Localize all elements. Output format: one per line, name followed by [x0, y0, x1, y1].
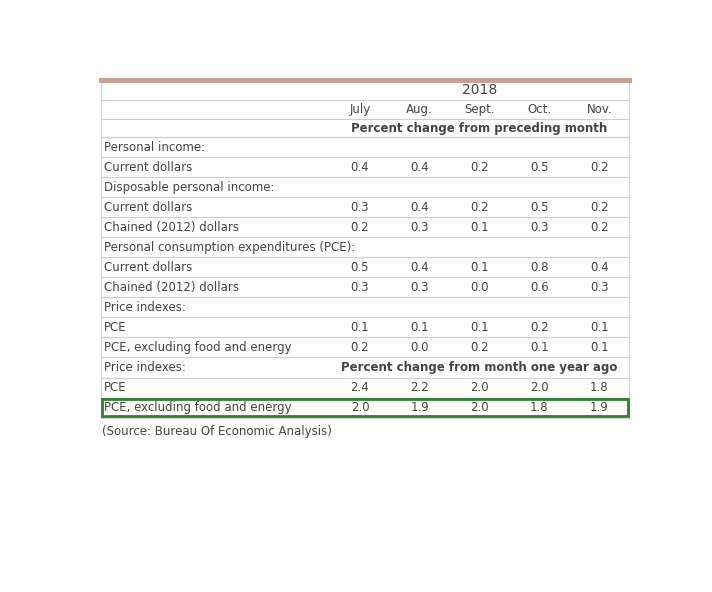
Text: 2.0: 2.0: [530, 381, 549, 394]
Text: 0.4: 0.4: [350, 161, 370, 174]
Text: 0.2: 0.2: [350, 341, 370, 354]
Text: Sept.: Sept.: [464, 103, 495, 116]
Text: 0.8: 0.8: [530, 261, 549, 274]
Text: 0.1: 0.1: [471, 261, 489, 274]
Text: 2.2: 2.2: [410, 381, 429, 394]
Text: 2.0: 2.0: [471, 401, 489, 414]
Text: (Source: Bureau Of Economic Analysis): (Source: Bureau Of Economic Analysis): [103, 425, 332, 438]
Text: 1.9: 1.9: [590, 401, 609, 414]
Text: 0.3: 0.3: [590, 281, 609, 294]
Text: 0.1: 0.1: [590, 341, 609, 354]
Text: Personal consumption expenditures (PCE):: Personal consumption expenditures (PCE):: [104, 241, 355, 254]
Text: 0.3: 0.3: [351, 201, 370, 214]
Text: 0.5: 0.5: [530, 161, 549, 174]
Text: 0.4: 0.4: [590, 261, 609, 274]
Text: Nov.: Nov.: [587, 103, 612, 116]
Text: 0.4: 0.4: [410, 161, 429, 174]
Text: 2.0: 2.0: [350, 401, 370, 414]
Text: 0.2: 0.2: [350, 221, 370, 234]
Text: PCE, excluding food and energy: PCE, excluding food and energy: [104, 401, 291, 414]
Text: Chained (2012) dollars: Chained (2012) dollars: [104, 221, 239, 234]
Text: 0.5: 0.5: [530, 201, 549, 214]
Text: Current dollars: Current dollars: [104, 261, 192, 274]
Text: Current dollars: Current dollars: [104, 201, 192, 214]
Text: PCE, excluding food and energy: PCE, excluding food and energy: [104, 341, 291, 354]
Text: Percent change from month one year ago: Percent change from month one year ago: [342, 361, 618, 374]
Text: 0.2: 0.2: [590, 201, 609, 214]
Text: 1.9: 1.9: [410, 401, 429, 414]
Text: 2.0: 2.0: [471, 381, 489, 394]
Text: 0.4: 0.4: [410, 201, 429, 214]
Text: Personal income:: Personal income:: [104, 141, 205, 154]
Text: 0.2: 0.2: [590, 221, 609, 234]
Text: Price indexes:: Price indexes:: [104, 301, 186, 314]
Text: 0.2: 0.2: [530, 321, 549, 334]
Text: 0.2: 0.2: [471, 201, 489, 214]
Text: Disposable personal income:: Disposable personal income:: [104, 181, 274, 194]
Text: 0.3: 0.3: [351, 281, 370, 294]
Text: Price indexes:: Price indexes:: [104, 361, 186, 374]
Text: Percent change from preceding month: Percent change from preceding month: [352, 121, 608, 134]
Text: 0.6: 0.6: [530, 281, 549, 294]
Text: 0.2: 0.2: [471, 161, 489, 174]
Text: 0.3: 0.3: [530, 221, 549, 234]
Text: 0.1: 0.1: [471, 221, 489, 234]
Text: PCE: PCE: [104, 381, 126, 394]
Text: Chained (2012) dollars: Chained (2012) dollars: [104, 281, 239, 294]
Text: 0.1: 0.1: [590, 321, 609, 334]
Text: Oct.: Oct.: [528, 103, 552, 116]
Text: Aug.: Aug.: [407, 103, 433, 116]
Text: July: July: [350, 103, 370, 116]
Text: 0.4: 0.4: [410, 261, 429, 274]
Text: 0.2: 0.2: [471, 341, 489, 354]
Text: 1.8: 1.8: [590, 381, 609, 394]
Text: 0.3: 0.3: [411, 281, 429, 294]
Text: 0.1: 0.1: [471, 321, 489, 334]
Text: 0.3: 0.3: [411, 221, 429, 234]
Text: 0.0: 0.0: [471, 281, 489, 294]
Text: 0.2: 0.2: [590, 161, 609, 174]
Text: 2.4: 2.4: [350, 381, 370, 394]
Text: 0.1: 0.1: [530, 341, 549, 354]
Bar: [102, 398, 628, 416]
Text: 0.1: 0.1: [410, 321, 429, 334]
Text: 2018: 2018: [462, 83, 497, 97]
Text: 1.8: 1.8: [530, 401, 549, 414]
Text: PCE: PCE: [104, 321, 126, 334]
Text: 0.1: 0.1: [350, 321, 370, 334]
Text: 0.5: 0.5: [351, 261, 370, 274]
Text: Current dollars: Current dollars: [104, 161, 192, 174]
Text: 0.0: 0.0: [411, 341, 429, 354]
